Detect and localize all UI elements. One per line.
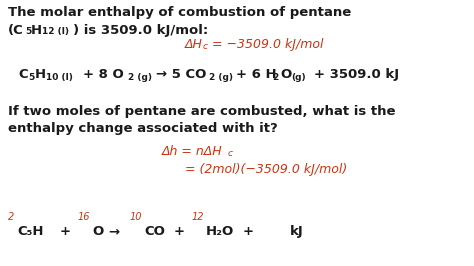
Text: C: C: [18, 68, 27, 81]
Text: 2: 2: [272, 73, 278, 82]
Text: +: +: [243, 225, 254, 238]
Text: +: +: [174, 225, 185, 238]
Text: kJ: kJ: [290, 225, 304, 238]
Text: 16: 16: [78, 212, 91, 222]
Text: + 8 O: + 8 O: [83, 68, 124, 81]
Text: c: c: [203, 42, 208, 51]
Text: 2 (g): 2 (g): [128, 73, 152, 82]
Text: ΔH: ΔH: [185, 38, 203, 51]
Text: 2 (g): 2 (g): [209, 73, 233, 82]
Text: →: →: [108, 225, 119, 238]
Text: enthalpy change associated with it?: enthalpy change associated with it?: [8, 122, 278, 135]
Text: 5: 5: [28, 73, 34, 82]
Text: ) is 3509.0 kJ/mol:: ) is 3509.0 kJ/mol:: [73, 24, 208, 37]
Text: 2: 2: [8, 212, 14, 222]
Text: + 6 H: + 6 H: [236, 68, 277, 81]
Text: (g): (g): [291, 73, 306, 82]
Text: H: H: [35, 68, 46, 81]
Text: c: c: [228, 149, 233, 158]
Text: 12: 12: [192, 212, 204, 222]
Text: 10 (l): 10 (l): [46, 73, 73, 82]
Text: O: O: [280, 68, 291, 81]
Text: C₅H: C₅H: [17, 225, 44, 238]
Text: = (2mol)(−3509.0 kJ/mol): = (2mol)(−3509.0 kJ/mol): [185, 163, 347, 176]
Text: 12 (l): 12 (l): [42, 27, 69, 36]
Text: H: H: [31, 24, 42, 37]
Text: If two moles of pentane are combusted, what is the: If two moles of pentane are combusted, w…: [8, 105, 395, 118]
Text: H₂O: H₂O: [206, 225, 234, 238]
Text: O: O: [92, 225, 103, 238]
Text: + 3509.0 kJ: + 3509.0 kJ: [314, 68, 399, 81]
Text: Δh = nΔH: Δh = nΔH: [162, 145, 223, 158]
Text: 5: 5: [25, 27, 31, 36]
Text: → 5 CO: → 5 CO: [156, 68, 206, 81]
Text: = −3509.0 kJ/mol: = −3509.0 kJ/mol: [212, 38, 323, 51]
Text: CO: CO: [144, 225, 165, 238]
Text: +: +: [60, 225, 71, 238]
Text: The molar enthalpy of combustion of pentane: The molar enthalpy of combustion of pent…: [8, 6, 351, 19]
Text: 10: 10: [130, 212, 143, 222]
Text: (C: (C: [8, 24, 24, 37]
